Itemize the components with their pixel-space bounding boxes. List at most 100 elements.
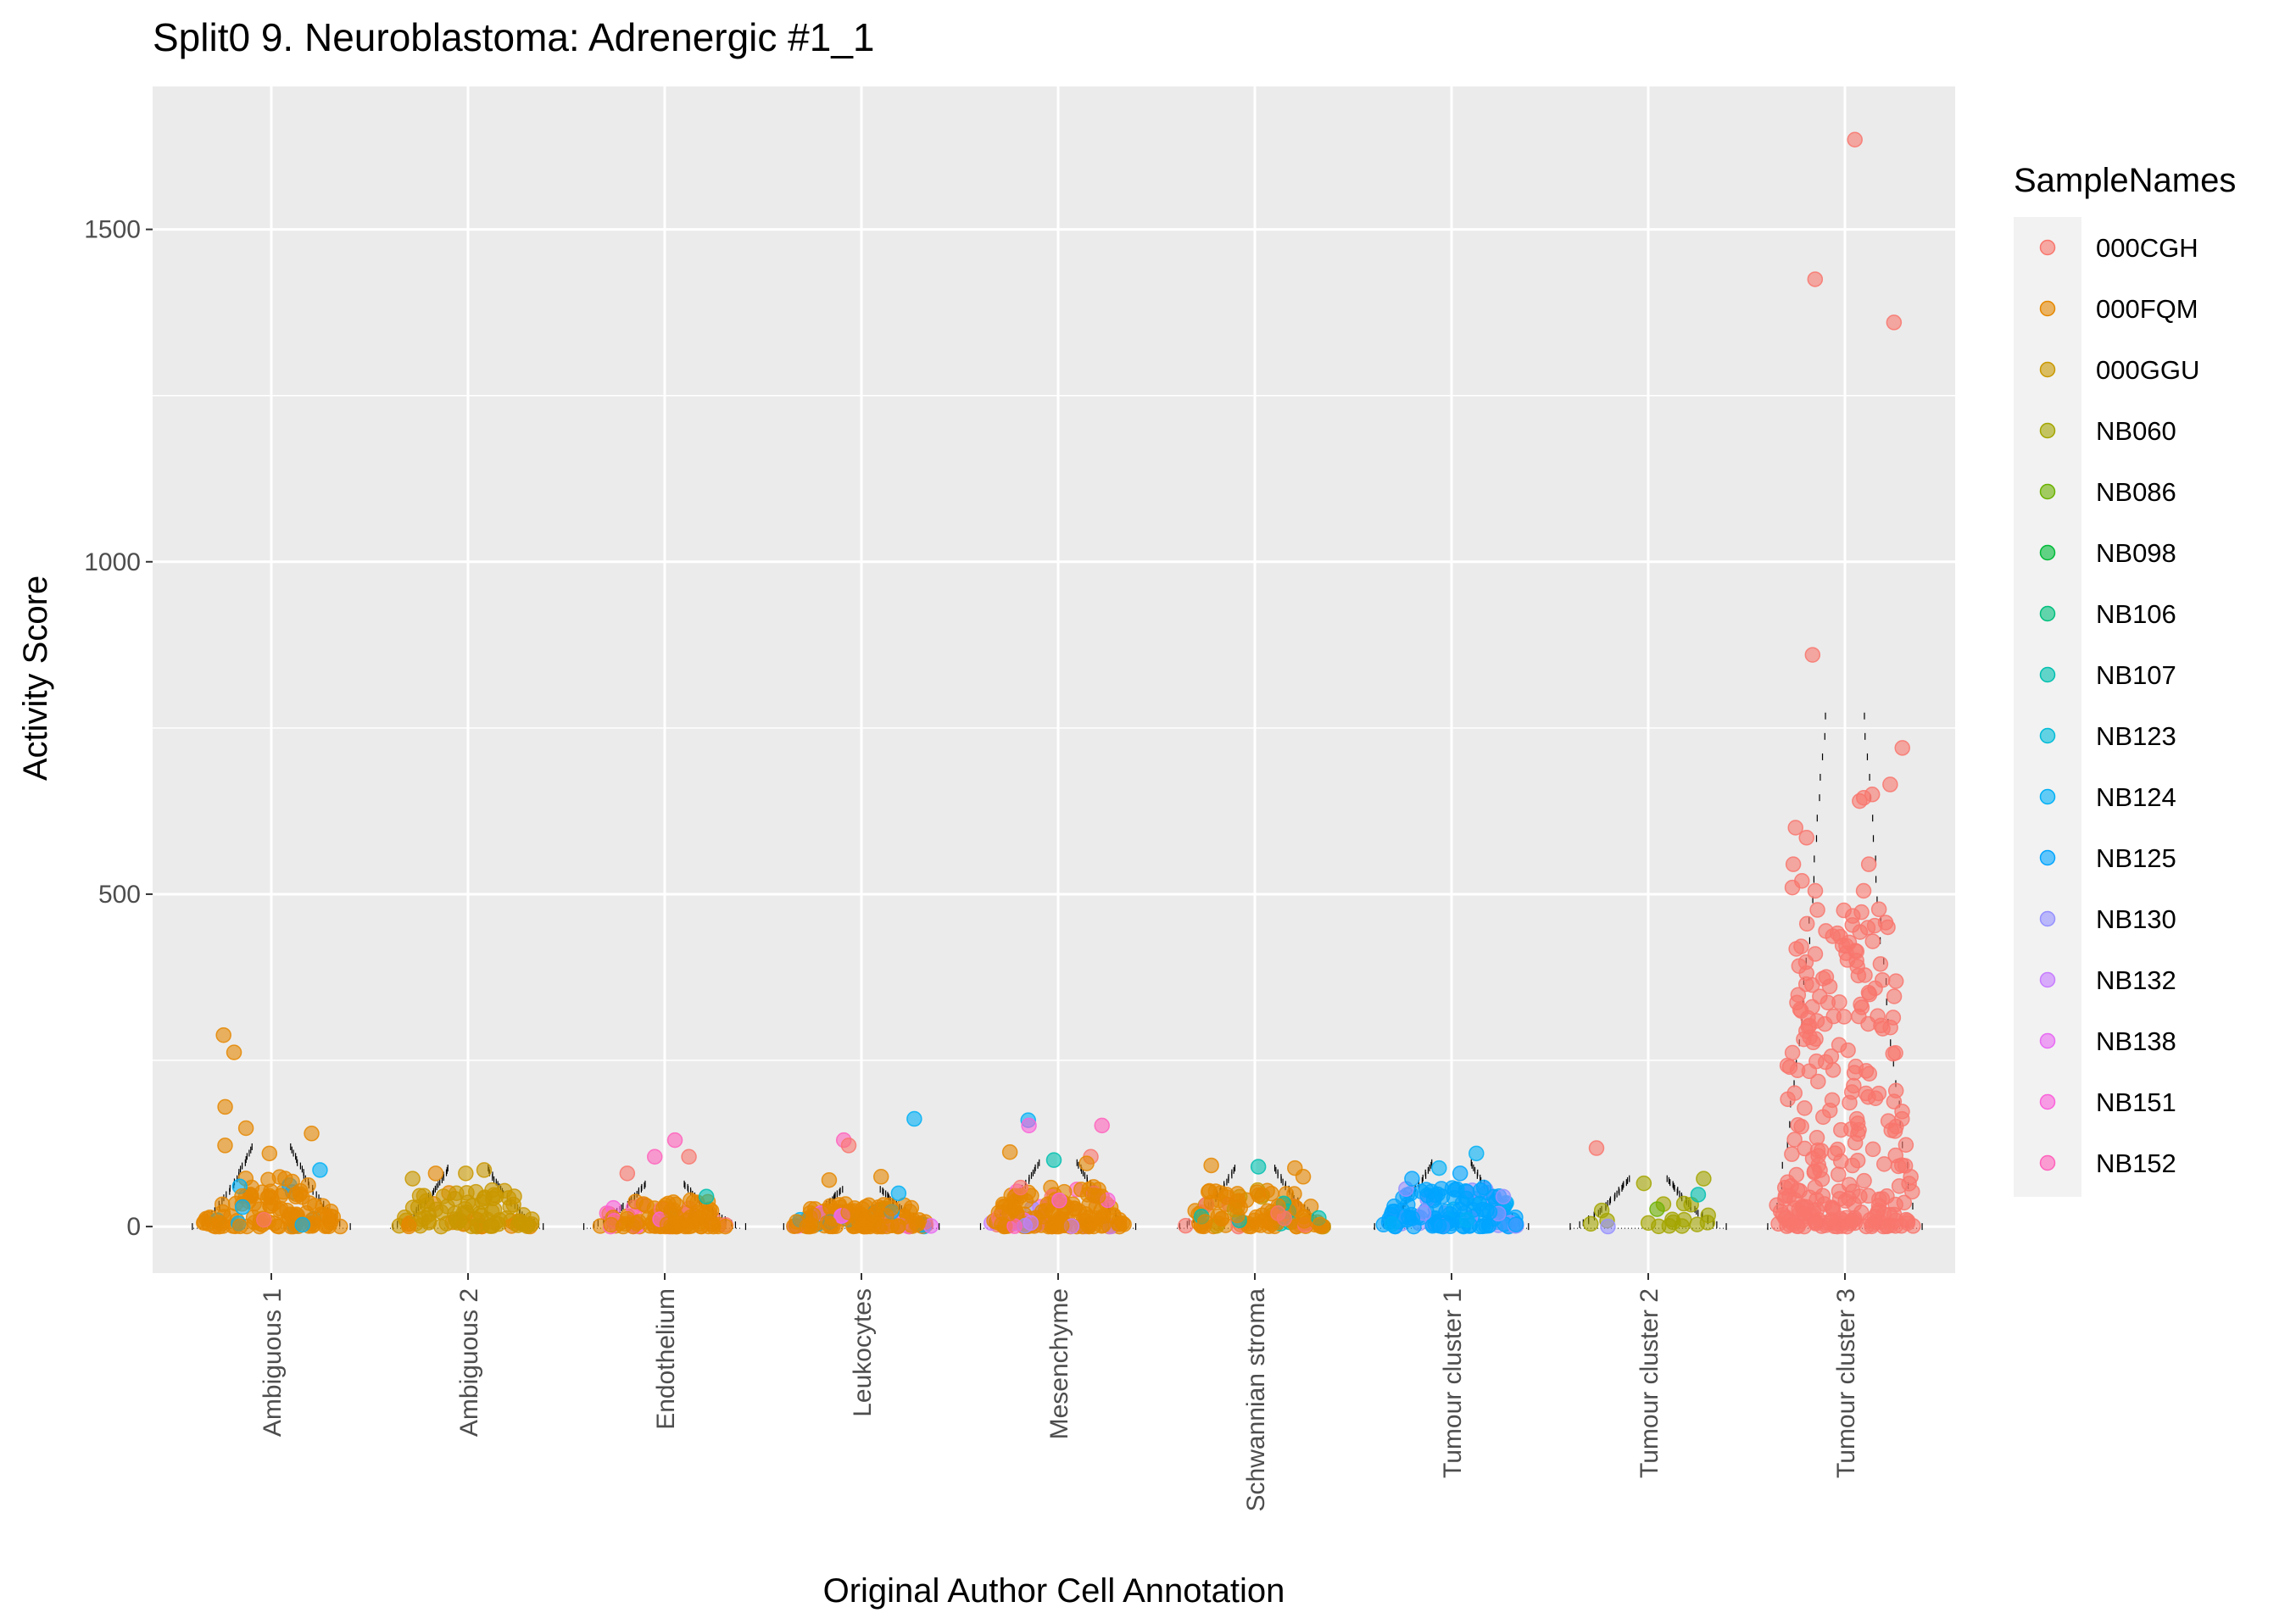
data-point <box>294 1189 310 1205</box>
x-tick-label: Leukocytes <box>849 1288 877 1417</box>
data-point <box>231 1218 248 1235</box>
data-point-outlier <box>906 1110 922 1127</box>
data-point <box>663 1218 679 1235</box>
data-point <box>447 1190 463 1207</box>
legend-label: NB152 <box>2096 1148 2176 1178</box>
data-point <box>1842 1094 1858 1111</box>
x-axis: Ambiguous 1 Ambiguous 2 Endothelium Leukocy… <box>259 1273 1860 1511</box>
y-tick-label: 500 <box>98 881 141 909</box>
data-point <box>1197 1214 1213 1230</box>
data-point <box>1840 1042 1856 1059</box>
data-point-outlier <box>261 1145 278 1162</box>
legend-key-swatch <box>2039 1093 2056 1110</box>
data-point <box>1844 1212 1860 1229</box>
data-point <box>1821 1102 1838 1119</box>
y-axis-title: Activity Score <box>17 576 54 781</box>
data-point <box>1810 1148 1826 1164</box>
data-point-outlier <box>840 1137 857 1154</box>
legend-label: NB060 <box>2096 416 2176 446</box>
data-point-outlier <box>312 1162 328 1178</box>
legend-title: SampleNames <box>2014 162 2236 199</box>
data-point-outlier <box>1886 314 1903 331</box>
data-point <box>202 1209 218 1226</box>
y-axis: 0 500 1000 1500 <box>84 216 153 1241</box>
data-point-outlier <box>821 1171 838 1188</box>
data-point <box>1860 1187 1876 1204</box>
data-point <box>277 1171 293 1187</box>
data-point <box>691 1210 707 1226</box>
data-point <box>1796 1205 1812 1221</box>
data-point <box>1674 1218 1691 1234</box>
legend-label: NB106 <box>2096 599 2176 629</box>
data-point <box>1786 1132 1803 1148</box>
legend-label: 000GGU <box>2096 355 2199 385</box>
data-point <box>1459 1212 1475 1228</box>
data-point-outlier <box>1078 1155 1095 1171</box>
y-tick-label: 1500 <box>84 216 141 244</box>
data-point <box>1178 1217 1194 1234</box>
data-point <box>1786 1085 1803 1101</box>
data-point-outlier <box>1404 1171 1420 1187</box>
data-point <box>1435 1218 1452 1235</box>
legend-key-swatch <box>2039 483 2056 500</box>
data-point <box>485 1190 501 1207</box>
data-point <box>1874 1191 1891 1207</box>
data-point <box>1230 1193 1246 1209</box>
data-point <box>1386 1199 1402 1215</box>
legend-label: 000FQM <box>2096 294 2198 324</box>
data-point-outlier <box>1852 793 1868 809</box>
data-point <box>1810 1073 1826 1090</box>
data-point <box>1089 1187 1106 1204</box>
data-point <box>619 1210 636 1227</box>
data-point <box>1851 1008 1867 1025</box>
plot-panel <box>153 86 1955 1273</box>
legend-key-swatch <box>2039 971 2056 988</box>
x-tick-label: Mesenchyme <box>1045 1288 1073 1439</box>
data-point <box>294 1216 311 1233</box>
legend-key-swatch <box>2039 1154 2056 1171</box>
data-point-outlier <box>1798 830 1814 846</box>
data-point-outlier <box>1860 856 1877 872</box>
data-point <box>464 1198 481 1214</box>
data-point-outlier <box>1203 1157 1219 1174</box>
data-point <box>1312 1216 1329 1233</box>
data-point <box>272 1187 289 1204</box>
data-point <box>1846 1065 1863 1081</box>
data-point <box>883 1200 900 1216</box>
data-point <box>1600 1218 1616 1235</box>
data-point <box>802 1210 818 1226</box>
data-point-outlier <box>890 1185 907 1202</box>
legend-items: 000CGH 000FQM 000GGU NB060 NB086 NB098 NB106 NB… <box>2039 233 2199 1178</box>
data-point <box>857 1210 874 1226</box>
data-point-outlier <box>404 1171 421 1187</box>
data-point <box>1823 1211 1840 1228</box>
data-point <box>1507 1216 1524 1232</box>
data-point <box>1870 901 1887 918</box>
data-point <box>657 1197 674 1214</box>
data-point-outlier <box>226 1044 242 1060</box>
data-point <box>1649 1201 1665 1217</box>
legend-key-swatch <box>2039 422 2056 439</box>
data-point <box>1887 1196 1903 1213</box>
data-point <box>1798 915 1815 932</box>
data-point <box>1201 1182 1218 1199</box>
data-point <box>500 1190 517 1206</box>
data-point <box>1792 1001 1808 1018</box>
legend-label: 000CGH <box>2096 233 2198 263</box>
legend-label: NB124 <box>2096 782 2176 812</box>
data-point-outlier <box>1804 647 1821 663</box>
data-point <box>603 1216 620 1233</box>
data-point <box>1785 1216 1802 1232</box>
data-point <box>1823 1048 1840 1065</box>
data-point-outlier <box>476 1162 493 1178</box>
data-point-outlier <box>427 1165 444 1182</box>
data-point <box>1478 1218 1494 1234</box>
data-point <box>1825 1062 1842 1078</box>
data-point <box>463 1218 480 1235</box>
legend-key-swatch <box>2039 239 2056 256</box>
data-point-outlier <box>1882 776 1898 793</box>
data-point <box>1818 923 1834 939</box>
data-point-outlier <box>215 1026 231 1043</box>
data-point <box>473 1207 489 1224</box>
data-point <box>1454 1195 1471 1211</box>
